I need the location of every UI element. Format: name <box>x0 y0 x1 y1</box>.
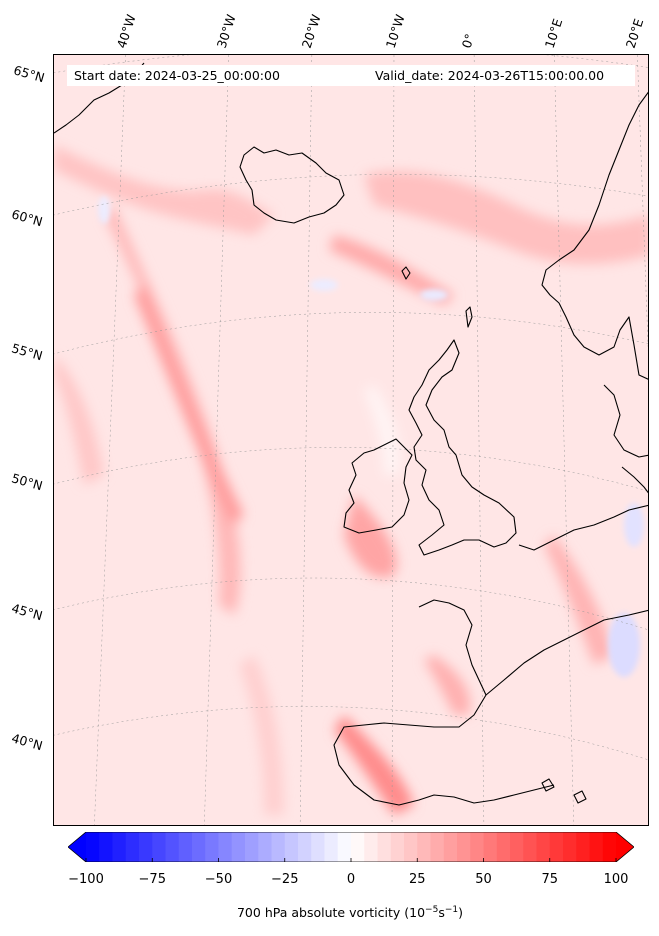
colorbar-segment <box>589 832 604 862</box>
colorbar-title: 700 hPa absolute vorticity (10−5s−1) <box>0 905 659 920</box>
colorbar-segment <box>218 832 233 862</box>
colorbar-tick-label: −25 <box>271 872 299 887</box>
colorbar-segment <box>245 832 259 862</box>
colorbar-segment <box>258 832 272 862</box>
latitude-label: 50°N <box>9 470 45 494</box>
longitude-label: 10°E <box>541 16 566 50</box>
colorbar-segment <box>576 832 590 862</box>
longitude-label: 20°W <box>298 12 324 50</box>
colorbar-title-prefix: 700 hPa absolute vorticity (10 <box>236 905 426 921</box>
start-date-label: Start date: 2024-03-25_00:00:00 <box>74 68 280 83</box>
colorbar-segment <box>430 832 445 862</box>
longitude-label: 0° <box>458 31 478 50</box>
vorticity-field <box>54 145 648 815</box>
colorbar-segment <box>443 832 458 862</box>
colorbar-segment <box>99 832 113 862</box>
colorbar-segment <box>377 832 392 862</box>
colorbar-tick-label: 25 <box>408 872 426 887</box>
colorbar-tick-label: −50 <box>204 872 233 887</box>
vorticity-background <box>54 55 648 825</box>
ireland-coast <box>343 438 413 534</box>
colorbar-segment <box>139 832 153 862</box>
latitude-label: 45°N <box>9 600 45 624</box>
great-britain-coast <box>408 339 517 556</box>
colorbar-tick-label: 75 <box>541 872 559 887</box>
latitude-label: 65°N <box>11 62 47 86</box>
colorbar-segment <box>311 832 325 862</box>
colorbar-title-exponent-2: −1 <box>444 905 459 915</box>
colorbar-segment <box>351 832 365 862</box>
colorbar-tick-label: −75 <box>138 872 166 887</box>
valid-date-label: Valid_date: 2024-03-26T15:00:00.00 <box>375 68 605 83</box>
colorbar-segment <box>470 832 484 862</box>
colorbar-segment <box>510 832 524 862</box>
colorbar-segment <box>192 832 206 862</box>
colorbar-segment <box>165 832 180 862</box>
latitude-label: 40°N <box>9 730 45 754</box>
colorbar-segment <box>483 832 498 862</box>
colorbar-segment <box>324 832 339 862</box>
colorbar-segment <box>205 832 219 862</box>
colorbar-tick-label: 50 <box>475 872 492 887</box>
graticule <box>54 55 648 825</box>
colorbar-title-unit: s <box>438 905 445 921</box>
colorbar-segment <box>231 832 246 862</box>
colorbar-segment <box>125 832 140 862</box>
longitude-label: 40°W <box>113 12 139 50</box>
longitude-label: 10°W <box>382 12 408 50</box>
longitude-label: 20°E <box>622 16 647 50</box>
colorbar <box>68 832 634 862</box>
colorbar-segment <box>457 832 471 862</box>
colorbar-segment <box>536 832 551 862</box>
colorbar-tick-label: −100 <box>68 872 104 887</box>
colorbar-segment <box>112 832 127 862</box>
colorbar-segment <box>549 832 564 862</box>
colorbar-segment <box>404 832 418 862</box>
date-box <box>67 65 635 86</box>
colorbar-segment <box>284 832 299 862</box>
colorbar-extend-min <box>68 832 86 862</box>
colorbar-segment <box>496 832 511 862</box>
colorbar-segment <box>417 832 431 862</box>
iceland-coast <box>239 146 345 224</box>
colorbar-segment <box>271 832 286 862</box>
vorticity-map <box>54 55 648 825</box>
colorbar-segment <box>298 832 312 862</box>
colorbar-segment <box>364 832 378 862</box>
colorbar-segment <box>523 832 537 862</box>
colorbar-segment <box>152 832 166 862</box>
colorbar-title-exponent-1: −5 <box>425 905 439 915</box>
colorbar-segment <box>390 832 405 862</box>
colorbar-extend-max <box>616 832 634 862</box>
colorbar-tick-label: 0 <box>346 872 356 887</box>
colorbar-tick-label: 100 <box>603 872 629 887</box>
colorbar-segment <box>602 832 617 862</box>
colorbar-segment <box>563 832 577 862</box>
colorbar-segment <box>178 832 193 862</box>
longitude-label: 30°W <box>213 12 239 50</box>
colorbar-title-suffix: ) <box>458 905 463 921</box>
map-panel: Start date: 2024-03-25_00:00:00 Valid_da… <box>53 54 649 826</box>
latitude-label: 60°N <box>9 206 45 230</box>
colorbar-segment <box>337 832 352 862</box>
negative-vorticity <box>98 196 644 677</box>
latitude-label: 55°N <box>9 340 45 364</box>
colorbar-segment <box>86 832 100 862</box>
